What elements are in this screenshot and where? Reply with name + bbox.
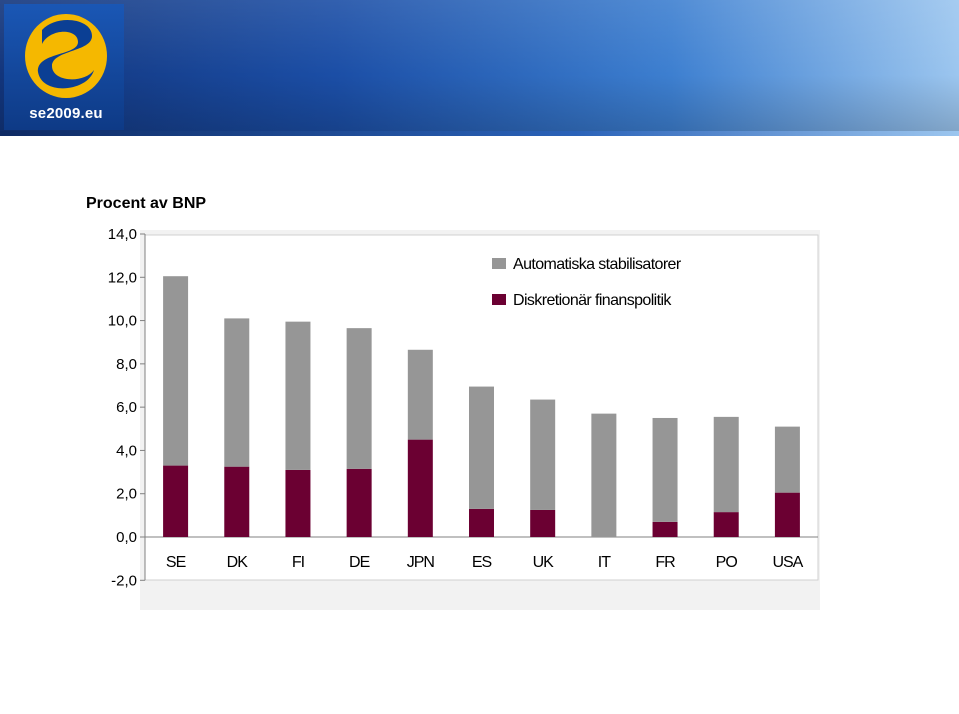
bar-automatiska-it bbox=[591, 413, 617, 537]
bar-diskretionar-fr bbox=[652, 521, 678, 537]
y-tick-label: 14,0 bbox=[108, 226, 137, 243]
bar-diskretionar-se bbox=[163, 465, 189, 537]
y-tick-label: 4,0 bbox=[116, 442, 137, 459]
bars bbox=[163, 276, 800, 537]
y-tick-label: -2,0 bbox=[111, 572, 137, 589]
y-tick-label: 8,0 bbox=[116, 356, 137, 373]
x-tick-label: USA bbox=[772, 554, 803, 571]
x-tick-label: DE bbox=[349, 554, 370, 571]
legend-swatch bbox=[492, 294, 506, 305]
banner-shade bbox=[0, 0, 959, 136]
bar-automatiska-se bbox=[163, 276, 189, 466]
legend: Automatiska stabilisatorer Diskretionär f… bbox=[492, 256, 682, 309]
y-axis: 14,0 12,0 10,0 8,0 6,0 4,0 2,0 0,0 -2,0 bbox=[108, 226, 818, 589]
x-tick-label: SE bbox=[166, 554, 186, 571]
y-tick-label: 0,0 bbox=[116, 529, 137, 546]
bar-diskretionar-po bbox=[713, 512, 739, 537]
bar-automatiska-dk bbox=[224, 318, 250, 467]
chart-title: Procent av BNP bbox=[86, 195, 206, 212]
legend-label: Diskretionär finanspolitik bbox=[513, 292, 672, 309]
bar-automatiska-de bbox=[346, 328, 372, 469]
bar-diskretionar-fi bbox=[285, 469, 311, 537]
bar-automatiska-fi bbox=[285, 321, 311, 470]
y-tick-label: 10,0 bbox=[108, 313, 137, 330]
bar-diskretionar-es bbox=[469, 508, 494, 537]
x-tick-label: ES bbox=[472, 554, 492, 571]
banner-divider bbox=[0, 131, 959, 136]
y-tick-label: 2,0 bbox=[116, 486, 137, 503]
x-tick-label: IT bbox=[598, 554, 611, 571]
x-tick-label: FR bbox=[655, 554, 675, 571]
y-tick-label: 12,0 bbox=[108, 269, 137, 286]
logo: se2009.eu bbox=[4, 4, 124, 130]
legend-label: Automatiska stabilisatorer bbox=[513, 256, 682, 273]
bar-automatiska-po bbox=[713, 416, 739, 513]
logo-text: se2009.eu bbox=[29, 105, 103, 122]
x-tick-label: PO bbox=[716, 554, 738, 571]
legend-swatch bbox=[492, 258, 506, 269]
bar-diskretionar-dk bbox=[224, 466, 250, 537]
bar-diskretionar-uk bbox=[530, 509, 556, 537]
bar-automatiska-jpn bbox=[407, 349, 433, 440]
bar-diskretionar-usa bbox=[774, 492, 800, 537]
bar-automatiska-usa bbox=[774, 426, 800, 493]
x-axis-labels: SE DK FI DE JPN ES UK IT FR PO USA bbox=[166, 554, 805, 571]
x-tick-label: JPN bbox=[407, 554, 435, 571]
bar-automatiska-es bbox=[469, 386, 494, 509]
y-tick-label: 6,0 bbox=[116, 399, 137, 416]
header-banner: se2009.eu bbox=[0, 0, 959, 136]
bar-diskretionar-de bbox=[346, 468, 372, 537]
x-tick-label: DK bbox=[227, 554, 249, 571]
bar-automatiska-fr bbox=[652, 417, 678, 522]
x-tick-label: UK bbox=[533, 554, 555, 571]
bar-diskretionar-jpn bbox=[407, 439, 433, 537]
bar-automatiska-uk bbox=[530, 399, 556, 510]
sweden-presidency-logo-icon bbox=[25, 14, 107, 98]
x-tick-label: FI bbox=[292, 554, 304, 571]
